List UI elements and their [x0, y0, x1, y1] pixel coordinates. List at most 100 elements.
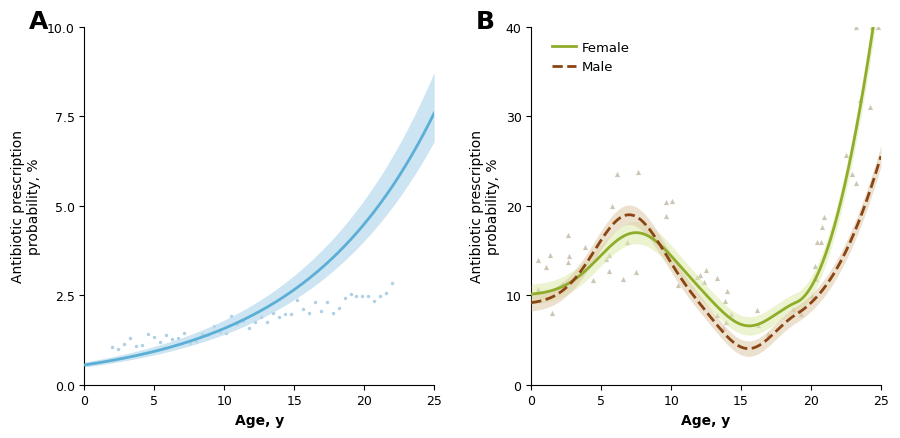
Point: [601, 268, 616, 275]
Point: [338, 295, 352, 302]
Female: [781, 305, 792, 311]
Point: [809, 276, 824, 283]
Male: [664, 258, 675, 264]
Point: [598, 256, 613, 263]
Line: Female: Female: [531, 0, 881, 326]
Point: [539, 264, 554, 271]
Point: [112, 346, 126, 353]
Point: [807, 263, 822, 270]
Female: [779, 306, 790, 311]
Point: [531, 286, 545, 293]
Female: [640, 232, 651, 237]
Point: [153, 339, 167, 346]
Point: [313, 308, 328, 315]
Point: [751, 322, 765, 329]
Point: [135, 342, 149, 349]
Point: [718, 297, 733, 304]
Point: [810, 239, 824, 246]
Point: [720, 288, 734, 295]
Point: [374, 293, 388, 300]
Point: [850, 180, 864, 187]
Male: [781, 319, 792, 325]
Point: [760, 330, 775, 337]
Point: [561, 232, 575, 239]
Point: [147, 333, 161, 340]
Point: [850, 25, 864, 32]
Point: [266, 310, 281, 317]
Point: [586, 276, 600, 283]
Y-axis label: Antibiotic prescription
probability, %: Antibiotic prescription probability, %: [470, 130, 500, 283]
Point: [863, 104, 878, 111]
Point: [814, 224, 829, 231]
Point: [183, 340, 197, 347]
Point: [816, 214, 831, 221]
Point: [865, 25, 879, 32]
Line: Male: Male: [531, 157, 881, 349]
Point: [689, 274, 704, 281]
Point: [805, 293, 819, 300]
Point: [852, 97, 867, 104]
Point: [578, 244, 592, 251]
Point: [343, 291, 357, 298]
Point: [543, 252, 557, 259]
Male: [640, 222, 651, 227]
Point: [616, 276, 630, 283]
Point: [206, 323, 220, 330]
Point: [719, 319, 733, 326]
Point: [787, 305, 801, 312]
Male: [526, 300, 536, 306]
Point: [176, 330, 191, 337]
Male: [743, 346, 754, 351]
Female: [526, 292, 536, 297]
Point: [361, 293, 375, 300]
Point: [349, 293, 364, 300]
Legend: Female, Male: Female, Male: [552, 42, 630, 74]
Point: [601, 252, 616, 259]
Point: [290, 297, 304, 304]
Point: [284, 311, 298, 318]
Point: [236, 318, 250, 325]
Point: [629, 269, 643, 276]
Male: [568, 278, 579, 283]
Female: [664, 252, 675, 258]
Female: [744, 324, 755, 329]
Point: [724, 311, 738, 318]
Point: [224, 313, 238, 320]
Point: [665, 198, 680, 205]
Point: [794, 311, 808, 318]
Point: [561, 259, 575, 266]
Point: [189, 338, 203, 345]
Male: [747, 346, 758, 351]
Point: [693, 272, 707, 279]
Point: [750, 307, 764, 314]
Point: [699, 267, 714, 274]
Y-axis label: Antibiotic prescription
probability, %: Antibiotic prescription probability, %: [11, 130, 41, 283]
Point: [331, 305, 346, 312]
Point: [278, 311, 293, 318]
Point: [230, 321, 245, 328]
Point: [165, 336, 179, 343]
Point: [158, 332, 173, 339]
Point: [709, 275, 724, 282]
Point: [194, 330, 209, 337]
Point: [544, 310, 559, 317]
Point: [379, 290, 393, 297]
Point: [117, 341, 131, 348]
Point: [254, 314, 268, 321]
Point: [242, 325, 256, 332]
Point: [212, 328, 227, 335]
Point: [326, 309, 340, 316]
Point: [562, 253, 576, 260]
Point: [296, 305, 310, 312]
Point: [248, 318, 263, 325]
Point: [609, 171, 624, 178]
X-axis label: Age, y: Age, y: [235, 413, 284, 427]
Male: [876, 154, 886, 159]
Male: [779, 321, 790, 326]
Point: [201, 332, 215, 339]
Point: [605, 203, 619, 210]
Point: [385, 280, 400, 287]
Point: [839, 152, 853, 159]
Female: [568, 278, 579, 283]
Point: [659, 199, 673, 206]
